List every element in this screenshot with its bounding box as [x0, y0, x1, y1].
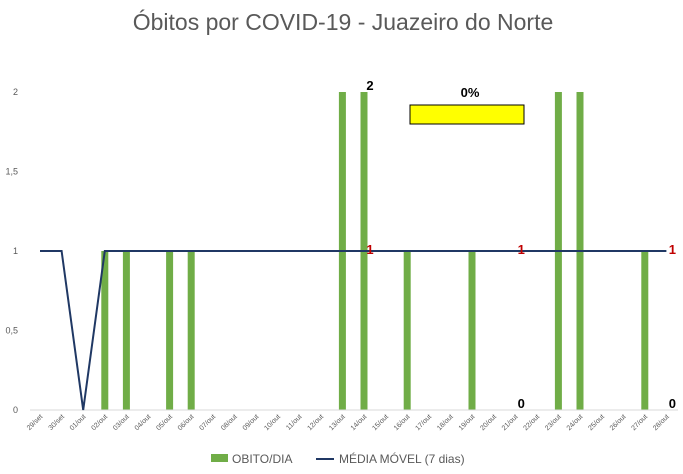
- x-axis: 29/set 30/set 01/out 02/out 03/out 04/out 05/o…: [26, 413, 671, 432]
- x-tick-label: 20/out: [479, 413, 498, 432]
- x-tick-label: 23/out: [544, 413, 563, 432]
- legend-swatch-obito-dia: [211, 454, 228, 462]
- highlight-box: 0%: [409, 85, 525, 125]
- x-tick-label: 28/out: [652, 413, 671, 432]
- y-tick-label: 1: [13, 246, 18, 256]
- bar: [641, 251, 649, 410]
- x-tick-label: 16/out: [393, 413, 412, 432]
- y-tick-label: 0,5: [5, 326, 18, 336]
- data-label: 1: [366, 242, 373, 257]
- x-tick-label: 15/out: [371, 413, 390, 432]
- bar: [166, 251, 174, 410]
- data-label: 0: [669, 396, 676, 411]
- x-tick-label: 21/out: [501, 413, 520, 432]
- x-tick-label: 19/out: [458, 413, 477, 432]
- x-tick-label: 29/set: [26, 413, 44, 431]
- bar: [187, 251, 195, 410]
- chart-title: Óbitos por COVID-19 - Juazeiro do Norte: [133, 9, 554, 35]
- x-tick-label: 03/out: [112, 413, 131, 432]
- legend: OBITO/DIA MÉDIA MÓVEL (7 dias): [211, 451, 465, 466]
- y-tick-label: 0: [13, 405, 18, 415]
- x-tick-label: 27/out: [630, 413, 649, 432]
- x-tick-label: 22/out: [522, 413, 541, 432]
- x-tick-label: 26/out: [609, 413, 628, 432]
- x-tick-label: 02/out: [90, 413, 109, 432]
- x-tick-label: 18/out: [436, 413, 455, 432]
- data-label: 1: [669, 242, 676, 257]
- x-tick-label: 17/out: [414, 413, 433, 432]
- highlight-box-label: 0%: [461, 85, 480, 100]
- moving-average-line: [40, 250, 667, 411]
- x-tick-label: 07/out: [198, 413, 217, 432]
- y-tick-label: 1,5: [5, 167, 18, 177]
- bar: [468, 251, 476, 410]
- data-label: 2: [366, 78, 373, 93]
- x-tick-label: 12/out: [306, 413, 325, 432]
- x-tick-label: 09/out: [242, 413, 261, 432]
- x-tick-label: 10/out: [263, 413, 282, 432]
- bar: [403, 251, 411, 410]
- y-tick-label: 2: [13, 87, 18, 97]
- data-label: 0: [518, 396, 525, 411]
- x-tick-label: 13/out: [328, 413, 347, 432]
- x-tick-label: 08/out: [220, 413, 239, 432]
- x-tick-label: 25/out: [587, 413, 606, 432]
- x-tick-label: 14/out: [350, 413, 369, 432]
- data-label: 1: [518, 242, 525, 257]
- bar: [122, 251, 130, 410]
- x-tick-label: 30/set: [48, 413, 66, 431]
- legend-label-media-movel: MÉDIA MÓVEL (7 dias): [339, 451, 465, 466]
- x-tick-label: 24/out: [566, 413, 585, 432]
- x-tick-label: 04/out: [134, 413, 153, 432]
- bar: [101, 251, 109, 410]
- annotations: 2 1 1 1 0 0: [366, 78, 676, 411]
- x-tick-label: 01/out: [69, 413, 88, 432]
- highlight-box-rect: [409, 104, 525, 125]
- x-tick-label: 11/out: [285, 413, 303, 431]
- x-tick-label: 06/out: [177, 413, 196, 432]
- x-tick-label: 05/out: [155, 413, 174, 432]
- y-axis: 0 0,5 1 1,5 2: [5, 87, 18, 415]
- legend-label-obito-dia: OBITO/DIA: [232, 452, 292, 466]
